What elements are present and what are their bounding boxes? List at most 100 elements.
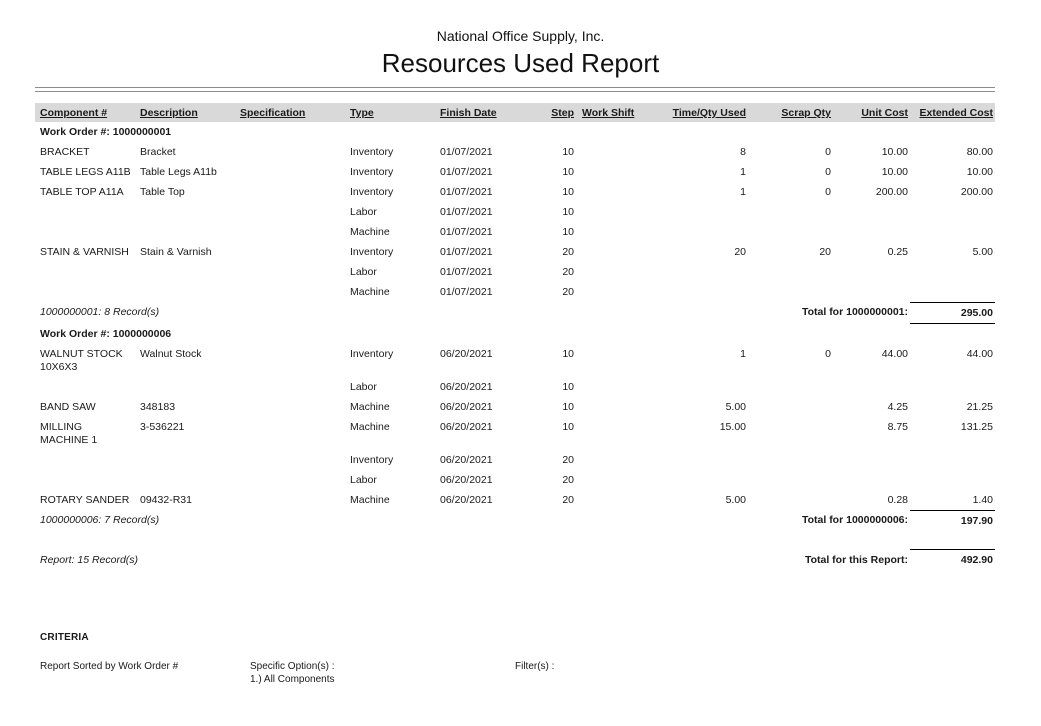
cell-specification (235, 142, 345, 162)
cell-scrap-qty (748, 262, 833, 282)
cell-time-qty-used: 5.00 (725, 493, 746, 506)
cell-description (135, 202, 235, 222)
work-order-label: Work Order #: 1000000001 (40, 126, 172, 138)
cell-step: 10 (562, 206, 574, 218)
cell-work-shift (576, 377, 640, 397)
column-header-finish-date: Finish Date (440, 107, 497, 119)
column-header-time-qty-used: Time/Qty Used (672, 107, 746, 119)
cell-finish-date: 01/07/2021 (440, 226, 493, 238)
column-header-unit-cost: Unit Cost (861, 107, 908, 119)
cell-unit-cost (833, 377, 910, 397)
cell-type: Machine (350, 286, 390, 298)
cell-specification (235, 182, 345, 202)
cell-finish-date: 01/07/2021 (440, 246, 493, 258)
cell-extended-cost: 131.25 (960, 420, 993, 433)
cell-specification (235, 397, 345, 417)
resource-row: ROTARY SANDER 09432-R31 Machine 06/20/2021 2… (35, 490, 995, 511)
cell-extended-cost (910, 222, 995, 242)
cell-extended-cost: 21.25 (966, 400, 993, 413)
criteria-heading: CRITERIA (40, 632, 89, 643)
cell-scrap-qty (748, 470, 833, 490)
cell-work-shift (576, 450, 640, 470)
resource-row: Labor 06/20/2021 10 (35, 377, 995, 397)
cell-scrap-qty (748, 490, 833, 511)
cell-time-qty-used: 8 (740, 146, 746, 158)
cell-extended-cost: 10.00 (966, 166, 993, 178)
resource-row: STAIN & VARNISH Stain & Varnish Inventory 0… (35, 242, 995, 262)
cell-unit-cost: 4.25 (887, 400, 908, 413)
cell-specification (235, 377, 345, 397)
cell-type: Machine (350, 226, 390, 238)
report-total-value: 492.90 (910, 549, 995, 570)
cell-specification (235, 282, 345, 302)
cell-step: 20 (562, 246, 574, 258)
cell-work-shift (576, 242, 640, 262)
cell-component (35, 262, 135, 282)
group-total-label: Total for 1000000006: (801, 514, 908, 526)
table-header-row: Component # Description Specification Ty… (35, 103, 995, 122)
resources-table: Component # Description Specification Ty… (35, 103, 995, 570)
cell-finish-date: 01/07/2021 (440, 266, 493, 278)
cell-extended-cost (910, 470, 995, 490)
cell-type: Inventory (350, 453, 394, 466)
cell-extended-cost: 1.40 (972, 493, 993, 506)
cell-extended-cost (910, 282, 995, 302)
cell-step: 10 (562, 347, 574, 360)
cell-scrap-qty: 0 (825, 347, 831, 360)
cell-work-shift (576, 397, 640, 417)
cell-work-shift (576, 262, 640, 282)
report-footer-row: Report: 15 Record(s) Total for this Repor… (35, 549, 995, 570)
cell-extended-cost (910, 202, 995, 222)
header-divider-line-bottom (35, 91, 995, 92)
cell-time-qty-used (640, 282, 748, 302)
resource-row: TABLE LEGS A11B Table Legs A11b Inventory 0… (35, 162, 995, 182)
cell-specification (235, 222, 345, 242)
cell-type: Machine (350, 420, 390, 433)
work-order-group-header: Work Order #: 1000000001 (35, 122, 995, 142)
cell-finish-date: 01/07/2021 (440, 186, 493, 198)
cell-finish-date: 06/20/2021 (440, 400, 493, 413)
cell-scrap-qty: 20 (819, 246, 831, 258)
header-divider-line-top (35, 87, 995, 88)
resource-row: MILLING MACHINE 1 3-536221 Machine 06/20/20… (35, 417, 995, 450)
resource-row: TABLE TOP A11A Table Top Inventory 01/07/20… (35, 182, 995, 202)
cell-unit-cost (833, 262, 910, 282)
cell-type: Inventory (350, 146, 394, 158)
column-header-component: Component # (40, 107, 108, 119)
cell-component: TABLE LEGS A11B (40, 166, 131, 178)
cell-specification (235, 202, 345, 222)
cell-description: Table Top (140, 186, 185, 198)
cell-step: 10 (562, 420, 574, 433)
resource-row: Labor 01/07/2021 20 (35, 262, 995, 282)
cell-specification (235, 262, 345, 282)
cell-extended-cost: 44.00 (966, 347, 993, 360)
group-record-count: 1000000001: 8 Record(s) (40, 306, 160, 318)
criteria-filters-label: Filter(s) : (515, 661, 555, 672)
cell-finish-date: 01/07/2021 (440, 206, 493, 218)
cell-unit-cost: 8.75 (887, 420, 908, 433)
cell-component: BAND SAW (40, 400, 96, 413)
cell-work-shift (576, 344, 640, 377)
cell-component: ROTARY SANDER (40, 493, 130, 506)
resource-row: WALNUT STOCK 10X6X3 Walnut Stock Inventory… (35, 344, 995, 377)
resource-row: Machine 01/07/2021 10 (35, 222, 995, 242)
cell-component: TABLE TOP A11A (40, 186, 124, 198)
cell-step: 20 (562, 493, 574, 506)
cell-time-qty-used (640, 262, 748, 282)
cell-component (35, 222, 135, 242)
specific-options-label: Specific Option(s) : (250, 661, 335, 672)
cell-work-shift (576, 417, 640, 450)
cell-description: Stain & Varnish (140, 246, 212, 258)
cell-time-qty-used (640, 377, 748, 397)
cell-specification (235, 490, 345, 511)
cell-component (35, 470, 135, 490)
column-header-specification: Specification (240, 107, 306, 119)
company-name: National Office Supply, Inc. (436, 28, 605, 44)
group-record-count: 1000000006: 7 Record(s) (40, 514, 160, 526)
cell-work-shift (576, 282, 640, 302)
cell-finish-date: 06/20/2021 (440, 380, 493, 393)
cell-unit-cost: 200.00 (875, 186, 908, 198)
cell-type: Inventory (350, 347, 394, 360)
cell-time-qty-used (640, 222, 748, 242)
